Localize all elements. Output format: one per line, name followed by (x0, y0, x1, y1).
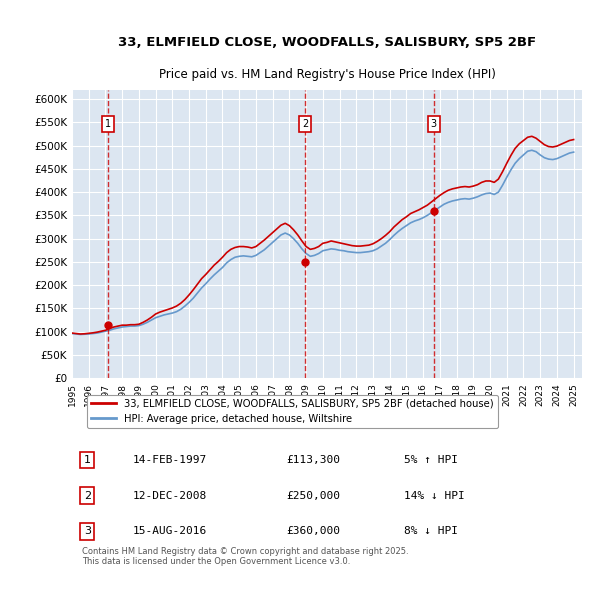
Text: 3: 3 (431, 119, 437, 129)
Text: 8% ↓ HPI: 8% ↓ HPI (404, 526, 458, 536)
Text: £113,300: £113,300 (286, 455, 340, 465)
Text: 2: 2 (302, 119, 308, 129)
Text: 1: 1 (84, 455, 91, 465)
Text: Price paid vs. HM Land Registry's House Price Index (HPI): Price paid vs. HM Land Registry's House … (158, 68, 496, 81)
Text: 2: 2 (84, 491, 91, 501)
Text: £360,000: £360,000 (286, 526, 340, 536)
Text: 12-DEC-2008: 12-DEC-2008 (133, 491, 208, 501)
Text: 14% ↓ HPI: 14% ↓ HPI (404, 491, 464, 501)
Text: 5% ↑ HPI: 5% ↑ HPI (404, 455, 458, 465)
Legend: 33, ELMFIELD CLOSE, WOODFALLS, SALISBURY, SP5 2BF (detached house), HPI: Average: 33, ELMFIELD CLOSE, WOODFALLS, SALISBURY… (87, 395, 498, 428)
Text: £250,000: £250,000 (286, 491, 340, 501)
Text: 15-AUG-2016: 15-AUG-2016 (133, 526, 208, 536)
Text: Contains HM Land Registry data © Crown copyright and database right 2025.
This d: Contains HM Land Registry data © Crown c… (82, 546, 409, 566)
Text: 3: 3 (84, 526, 91, 536)
Text: 33, ELMFIELD CLOSE, WOODFALLS, SALISBURY, SP5 2BF: 33, ELMFIELD CLOSE, WOODFALLS, SALISBURY… (118, 36, 536, 49)
Text: 14-FEB-1997: 14-FEB-1997 (133, 455, 208, 465)
Text: 1: 1 (104, 119, 110, 129)
